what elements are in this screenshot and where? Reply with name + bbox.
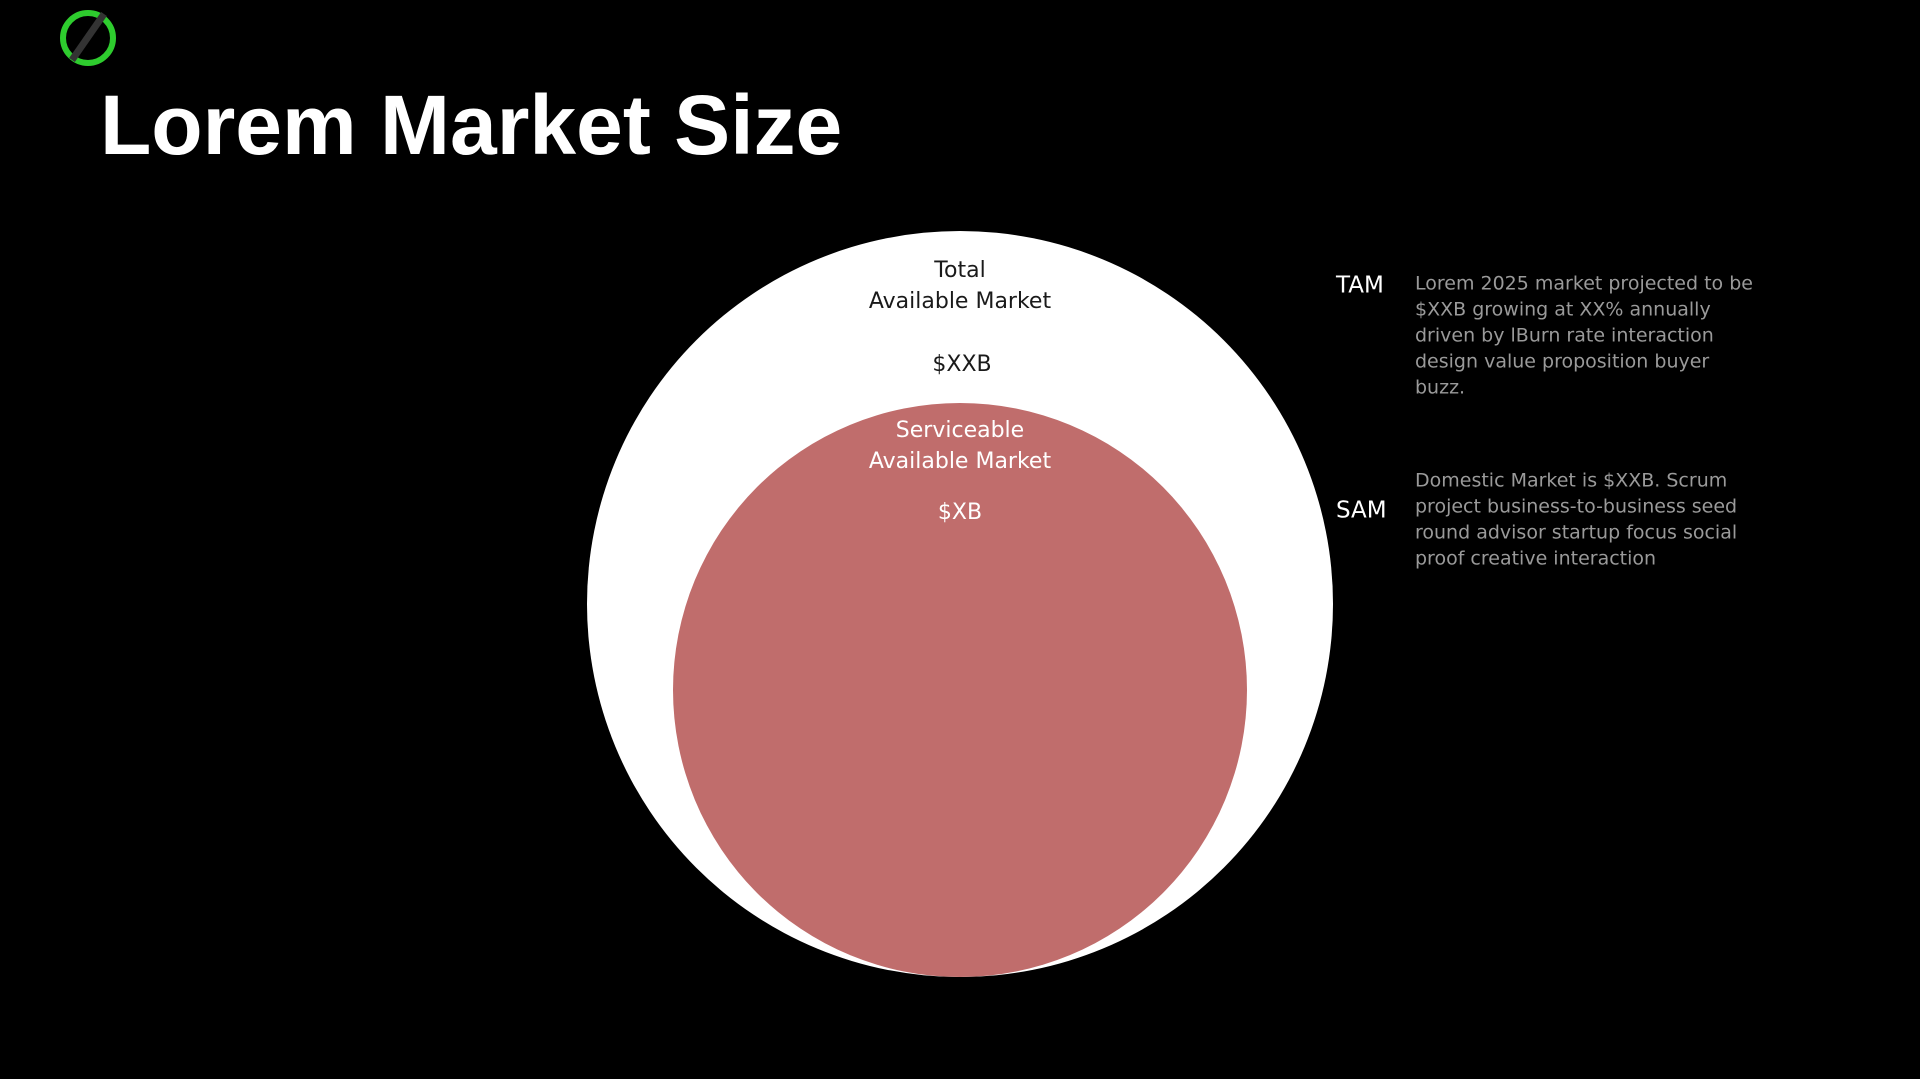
- sam-label: Serviceable: [896, 418, 1024, 443]
- description-line: Lorem 2025 market projected to be: [1415, 273, 1753, 295]
- logo-ring: [60, 10, 116, 66]
- tam-value: $XXB: [932, 352, 991, 377]
- logo-slash: [69, 12, 107, 62]
- description-line: buzz.: [1415, 377, 1465, 399]
- logo: [60, 10, 116, 66]
- sam-label: Available Market: [869, 449, 1052, 474]
- description-line: proof creative interaction: [1415, 548, 1656, 570]
- description-line: design value proposition buyer: [1415, 351, 1709, 373]
- sam-value: $XB: [938, 500, 982, 525]
- sam-circle: [673, 403, 1247, 977]
- tam-label: Available Market: [869, 289, 1052, 314]
- description-line: Domestic Market is $XXB. Scrum: [1415, 470, 1727, 492]
- description-line: project business-to-business seed: [1415, 496, 1737, 518]
- description-line: $XXB growing at XX% annually: [1415, 299, 1711, 321]
- description-line: driven by lBurn rate interaction: [1415, 325, 1714, 347]
- market-tag: TAM: [1335, 273, 1384, 299]
- descriptions: TAM Lorem 2025 market projected to be $XXB…: [1335, 273, 1753, 570]
- market-tag: SAM: [1336, 498, 1387, 524]
- tam-label: Total: [933, 258, 985, 283]
- title: Lorem Market Size: [100, 78, 842, 172]
- description-line: round advisor startup focus social: [1415, 522, 1737, 544]
